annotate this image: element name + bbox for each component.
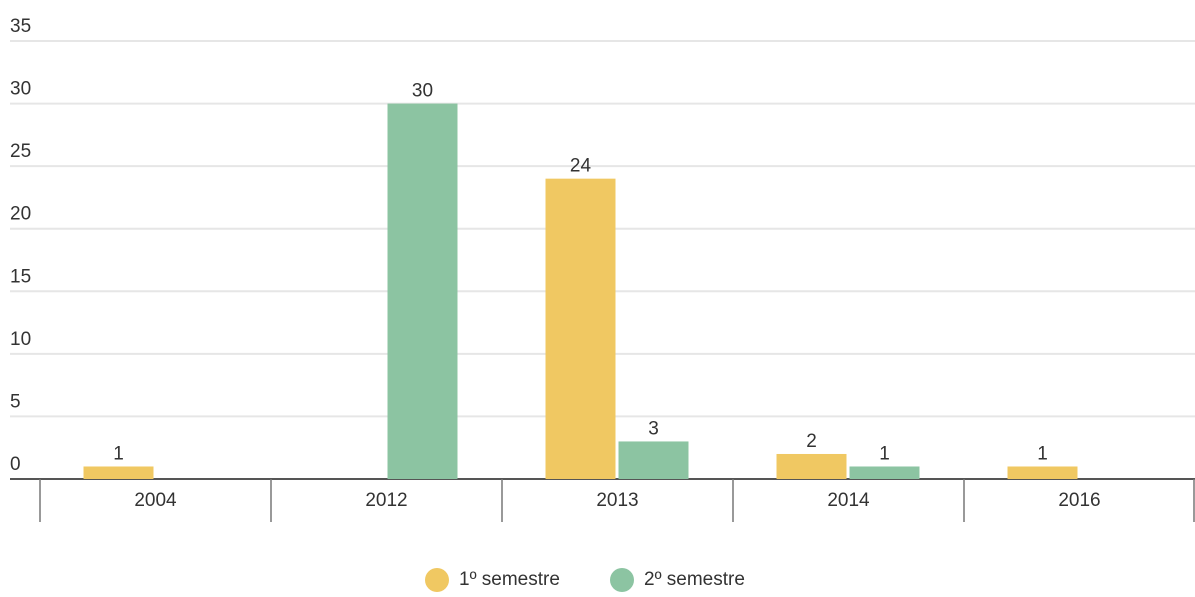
y-tick-label: 15 xyxy=(10,266,31,287)
x-tick-label: 2004 xyxy=(134,490,177,511)
data-label: 1 xyxy=(1037,444,1048,465)
bar xyxy=(83,466,154,479)
y-tick-label: 25 xyxy=(10,141,31,162)
legend-label: 1º semestre xyxy=(459,569,560,590)
legend-swatch xyxy=(425,568,449,592)
bar xyxy=(387,103,458,480)
y-tick-label: 35 xyxy=(10,16,31,37)
y-tick-label: 10 xyxy=(10,329,31,350)
data-label: 3 xyxy=(648,418,659,439)
x-tick-label: 2013 xyxy=(596,490,638,511)
bar xyxy=(545,178,616,479)
bar xyxy=(618,441,689,479)
data-label: 24 xyxy=(570,156,592,177)
y-tick-label: 30 xyxy=(10,79,31,100)
legend-label: 2º semestre xyxy=(644,569,745,590)
y-tick-label: 20 xyxy=(10,204,31,225)
x-tick-label: 2014 xyxy=(827,490,870,511)
data-label: 1 xyxy=(879,444,890,465)
data-label: 2 xyxy=(806,431,817,452)
x-tick-label: 2016 xyxy=(1058,490,1100,511)
x-tick-label: 2012 xyxy=(365,490,407,511)
y-tick-label: 5 xyxy=(10,391,21,412)
legend-swatch xyxy=(610,568,634,592)
bar xyxy=(849,466,920,479)
bar xyxy=(1007,466,1078,479)
data-label: 30 xyxy=(412,81,433,102)
y-tick-label: 0 xyxy=(10,454,21,475)
data-label: 1 xyxy=(113,444,124,465)
bar xyxy=(776,453,847,479)
